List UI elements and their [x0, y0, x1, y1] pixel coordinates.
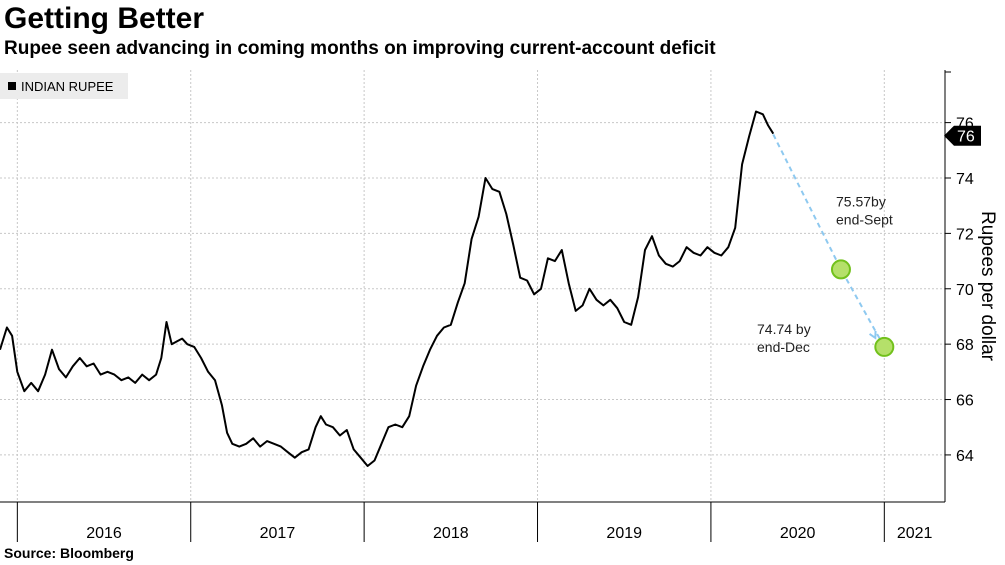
- rupee-series-line: [0, 110, 775, 467]
- last-value-label: 76: [957, 129, 975, 146]
- y-tick-label: 66: [956, 393, 974, 410]
- x-tick-label: 2016: [86, 525, 122, 542]
- grid-lines: [0, 70, 945, 502]
- legend-box: [0, 73, 128, 99]
- x-tick-label: 2021: [897, 525, 933, 542]
- forecast-label-line2: end-Sept: [836, 211, 893, 227]
- last-value-tag: [944, 125, 981, 146]
- y-tick-label: 64: [956, 448, 974, 465]
- x-tick-label: 2017: [260, 525, 296, 542]
- annotations: 75.57by end-Sept 74.74 by end-Dec: [757, 193, 895, 357]
- source-note: Source: Bloomberg: [4, 545, 134, 561]
- legend-swatch: [8, 82, 16, 90]
- x-tick-label: 2019: [606, 525, 642, 542]
- forecast-label-line1: 75.57by: [836, 193, 886, 209]
- forecast-label-line2: end-Dec: [757, 339, 810, 355]
- y-axis-label: Rupees per dollar: [977, 211, 998, 362]
- x-tick-label: 2020: [780, 525, 816, 542]
- series-group: [0, 110, 886, 467]
- y-tick-label: 74: [956, 171, 974, 188]
- forecast-marker: [874, 336, 895, 357]
- x-tick-label: 2018: [433, 525, 469, 542]
- forecast-line: [772, 134, 886, 348]
- forecast-marker: [830, 259, 851, 280]
- forecast-arrowhead: [868, 330, 877, 340]
- forecast-label-line1: 74.74 by: [757, 321, 811, 337]
- legend-label: INDIAN RUPEE: [21, 79, 114, 94]
- y-tick-label: 70: [956, 282, 974, 299]
- chart-subtitle: Rupee seen advancing in coming months on…: [4, 38, 716, 59]
- chart-title: Getting Better: [4, 2, 205, 35]
- legend: INDIAN RUPEE: [0, 73, 128, 99]
- y-tick-label: 72: [956, 226, 974, 243]
- y-tick-label: 68: [956, 337, 974, 354]
